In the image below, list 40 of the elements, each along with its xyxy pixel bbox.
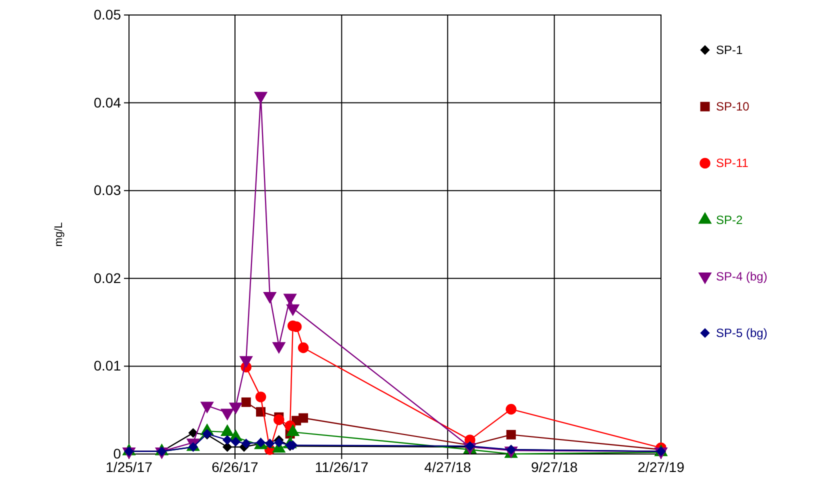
x-tick-label: 9/27/18: [530, 458, 578, 475]
point: [188, 428, 198, 438]
point: [298, 342, 309, 354]
x-tick-label: 11/26/17: [314, 458, 369, 475]
y-tick-label: 0.03: [94, 182, 122, 198]
x-tick-label: 1/25/17: [106, 458, 153, 475]
legend-label: SP-11: [716, 156, 749, 170]
point: [241, 397, 251, 407]
point: [241, 438, 251, 448]
y-tick-label: 0.05: [94, 6, 122, 22]
y-tick-label: 0.04: [94, 94, 122, 110]
legend-label: SP-4 (bg): [716, 269, 768, 284]
y-axis-title: mg/L: [53, 222, 65, 247]
y-tick-label: 0.01: [94, 358, 122, 374]
legend-label: SP-2: [716, 212, 744, 227]
legend-label: SP-5 (bg): [716, 326, 768, 340]
point: [230, 436, 241, 447]
point: [298, 413, 308, 423]
y-tick-label: 0.02: [94, 270, 122, 286]
point: [188, 442, 198, 452]
point: [286, 304, 300, 316]
x-tick-label: 6/26/17: [212, 458, 259, 475]
point: [222, 442, 232, 452]
point: [274, 438, 284, 448]
point: [283, 294, 297, 306]
legend-label: SP-10: [716, 100, 750, 114]
point: [506, 430, 516, 440]
x-tick-label: 2/27/19: [638, 458, 685, 475]
point: [274, 414, 284, 426]
point: [272, 342, 286, 354]
point: [264, 438, 275, 448]
point: [263, 292, 277, 304]
x-tick-label: 4/27/18: [424, 458, 472, 475]
point: [222, 435, 232, 445]
point: [506, 404, 516, 415]
legend-label: SP-1: [716, 43, 744, 57]
y-tick-label: 0: [113, 445, 122, 462]
point: [239, 356, 253, 368]
point: [255, 392, 266, 402]
point: [254, 92, 268, 104]
